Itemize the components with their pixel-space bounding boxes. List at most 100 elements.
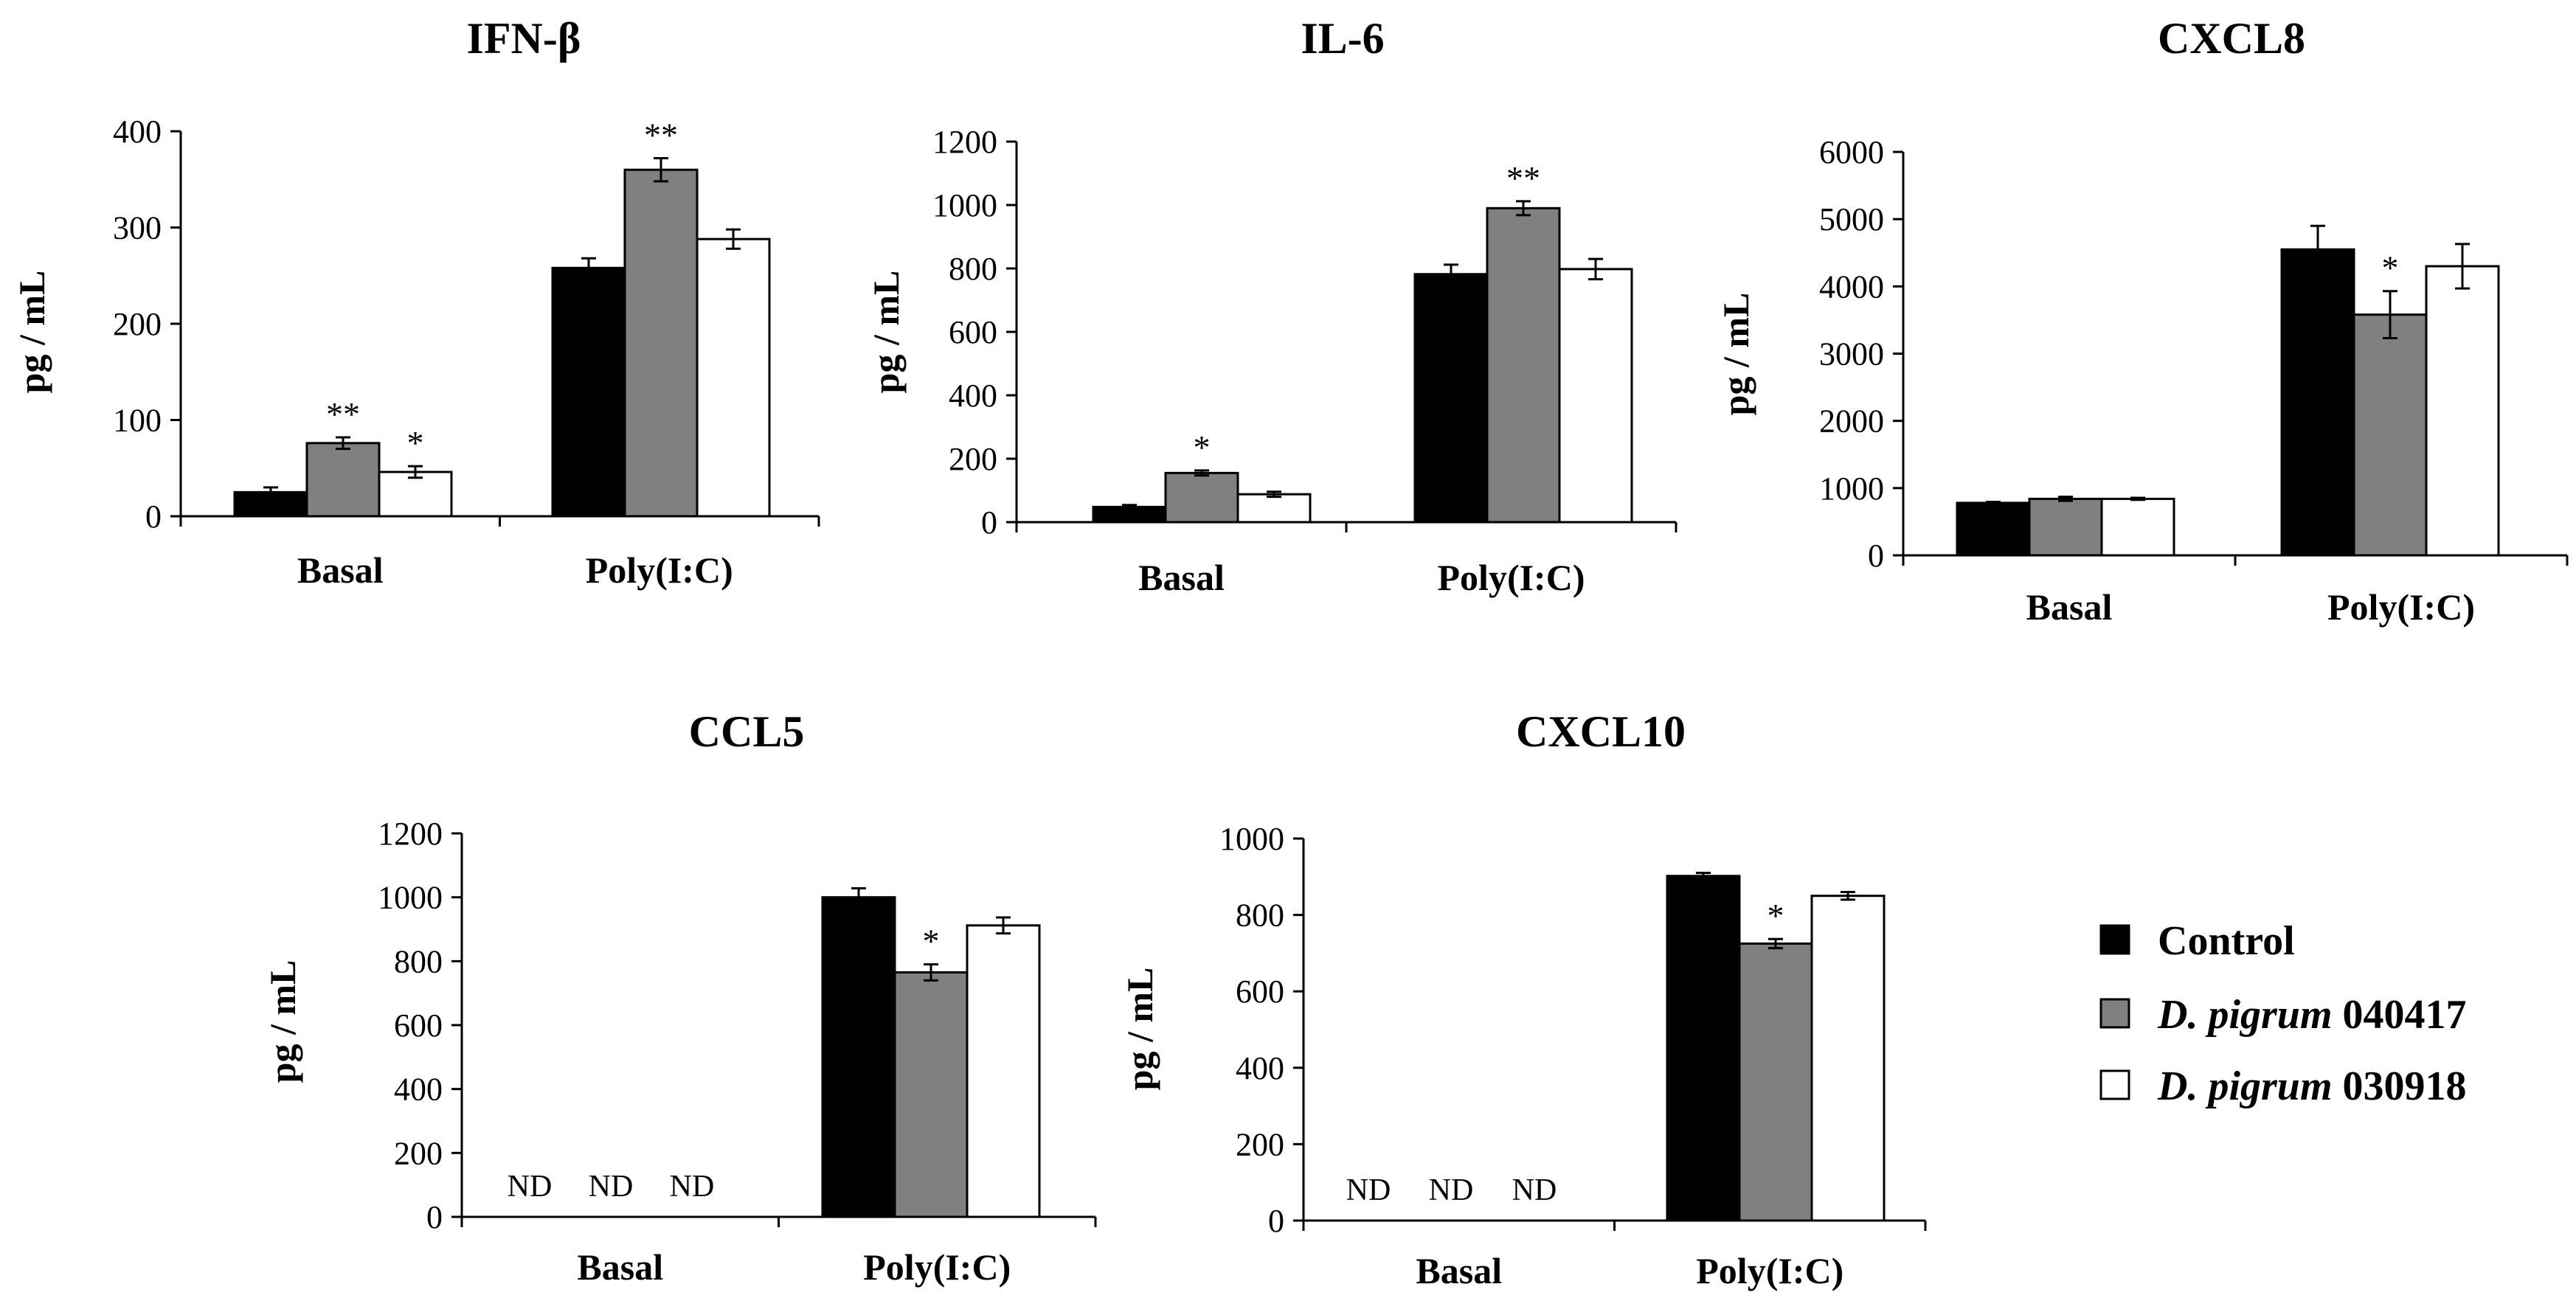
y-tick-label: 600: [1236, 974, 1284, 1010]
legend-label-040417-italic: D. pigrum: [2157, 992, 2333, 1038]
chart-title: CXCL8: [2158, 14, 2305, 63]
y-axis-label: pg / mL: [1715, 293, 1756, 416]
significance-label: *: [1194, 428, 1211, 466]
legend-label-040417-number: 040417: [2343, 992, 2467, 1038]
y-tick-label: 1000: [1219, 821, 1284, 857]
category-label-basal: Basal: [2026, 586, 2113, 628]
y-tick-label: 0: [426, 1199, 443, 1235]
legend-label-030918-number: 030918: [2343, 1063, 2467, 1109]
y-tick-label: 400: [949, 378, 997, 414]
y-tick-label: 0: [145, 499, 162, 535]
y-tick-label: 200: [949, 441, 997, 477]
y-tick-label: 0: [981, 504, 997, 541]
y-tick-label: 200: [394, 1135, 443, 1171]
significance-label: *: [2382, 249, 2399, 287]
category-label-basal: Basal: [297, 549, 384, 591]
y-tick-label: 1000: [932, 187, 997, 223]
y-tick-label: 0: [1268, 1203, 1284, 1239]
chart-ccl5: CCL5 pg / mL 0 200 400 600 800 1000 1200 Basal Pol…: [262, 707, 1097, 1288]
y-tick-label: 5000: [1819, 201, 1884, 237]
y-tick-label: 200: [113, 306, 162, 342]
bar-control-poly-i-c: [551, 266, 626, 518]
category-label-poly-i-c: Poly(I:C): [863, 1246, 1011, 1288]
y-tick-label: 1000: [1819, 471, 1884, 507]
svg-text:D. pigrum 040417: D. pigrum 040417: [2157, 992, 2467, 1038]
y-tick-label: 2000: [1819, 403, 1884, 440]
y-tick-label: 4000: [1819, 268, 1884, 305]
bar-d-pigrum-030918-poly-i-c: [1810, 895, 1886, 1222]
nd-label: ND: [589, 1170, 634, 1204]
bar-control-poly-i-c: [1413, 273, 1489, 524]
significance-label: *: [407, 424, 424, 462]
svg-text:Control: Control: [2158, 918, 2295, 964]
significance-label: *: [1767, 897, 1784, 934]
nd-label: ND: [1429, 1173, 1474, 1207]
y-tick-label: 400: [1236, 1050, 1284, 1086]
legend-label-control: Control: [2158, 918, 2295, 964]
nd-label: ND: [1346, 1173, 1391, 1207]
significance-label: **: [326, 395, 360, 433]
bar-d-pigrum-040417-basal: [1164, 471, 1239, 524]
legend-swatch-control: [2099, 924, 2130, 955]
y-axis-label: pg / mL: [262, 960, 303, 1083]
bar-d-pigrum-040417-poly-i-c: [623, 168, 699, 518]
bar-d-pigrum-040417-basal: [305, 442, 381, 518]
bar-d-pigrum-030918-poly-i-c: [696, 237, 771, 518]
nd-label: ND: [508, 1170, 553, 1204]
bar-d-pigrum-030918-basal: [1236, 493, 1312, 524]
y-tick-label: 800: [949, 251, 997, 287]
chart-title: CXCL10: [1516, 707, 1686, 756]
legend-label-030918-italic: D. pigrum: [2157, 1063, 2333, 1109]
bar-control-basal: [1956, 502, 2031, 557]
bar-d-pigrum-030918-poly-i-c: [1558, 268, 1633, 524]
y-tick-label: 600: [394, 1007, 443, 1044]
significance-label: **: [1506, 159, 1540, 197]
y-axis-label: pg / mL: [1119, 968, 1160, 1091]
bar-d-pigrum-040417-poly-i-c: [1486, 206, 1561, 524]
bar-d-pigrum-040417-basal: [2028, 497, 2103, 557]
y-tick-label: 300: [113, 210, 162, 246]
nd-label: ND: [670, 1170, 715, 1204]
bar-control-poly-i-c: [1666, 875, 1741, 1222]
category-label-poly-i-c: Poly(I:C): [586, 549, 733, 591]
category-label-poly-i-c: Poly(I:C): [1438, 557, 1585, 598]
bar-d-pigrum-030918-basal: [2100, 497, 2175, 557]
legend-item-control: Control: [2099, 918, 2295, 964]
y-axis-label: pg / mL: [11, 271, 52, 394]
legend-item-030918: D. pigrum 030918: [2099, 1063, 2467, 1109]
category-label-basal: Basal: [1416, 1250, 1502, 1291]
bar-d-pigrum-030918-poly-i-c: [966, 924, 1041, 1218]
y-tick-label: 400: [394, 1072, 443, 1108]
significance-label: *: [923, 923, 940, 960]
bar-d-pigrum-040417-poly-i-c: [1738, 942, 1813, 1222]
nd-label: ND: [1512, 1173, 1557, 1207]
chart-cxcl8: CXCL8 pg / mL 0 1000 2000 3000 4000 5000 6000 Bas…: [1715, 14, 2569, 628]
y-tick-label: 400: [113, 114, 162, 150]
y-tick-label: 6000: [1819, 134, 1884, 170]
significance-label: **: [644, 117, 678, 154]
chart-ifn-beta: IFN-β pg / mL 0 100 200 300 400 Basal Poly(I:C) *…: [11, 14, 820, 591]
legend-swatch-030918: [2099, 1069, 2130, 1100]
y-tick-label: 600: [949, 314, 997, 350]
bar-d-pigrum-040417-poly-i-c: [893, 971, 969, 1218]
y-tick-label: 200: [1236, 1126, 1284, 1162]
bar-control-poly-i-c: [821, 896, 896, 1218]
y-tick-label: 1200: [932, 124, 997, 160]
y-tick-label: 1200: [378, 816, 443, 852]
bar-d-pigrum-030918-poly-i-c: [2425, 265, 2500, 557]
category-label-poly-i-c: Poly(I:C): [2327, 586, 2475, 628]
chart-cxcl10: CXCL10 pg / mL 0 200 400 600 800 1000 Basal Poly(…: [1119, 707, 1927, 1291]
category-label-basal: Basal: [1138, 557, 1225, 598]
chart-title: IFN-β: [467, 14, 581, 63]
category-label-basal: Basal: [577, 1246, 663, 1288]
svg-text:D. pigrum 030918: D. pigrum 030918: [2157, 1063, 2467, 1109]
y-tick-label: 800: [1236, 898, 1284, 934]
legend-swatch-040417: [2099, 998, 2130, 1029]
legend: Control D. pigrum 040417 D. pigrum 03091…: [2099, 918, 2467, 1109]
y-tick-label: 100: [113, 403, 162, 439]
chart-title: CCL5: [689, 707, 805, 756]
y-axis-label: pg / mL: [865, 271, 907, 394]
y-tick-label: 0: [1868, 538, 1884, 574]
y-tick-label: 800: [394, 943, 443, 979]
